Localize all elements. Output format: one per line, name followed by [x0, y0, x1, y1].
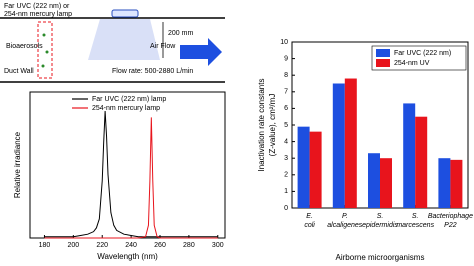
bar: [309, 131, 322, 208]
air-flow-label: Air Flow: [150, 43, 176, 50]
x-tick-label: Bacteriophage: [428, 213, 473, 220]
y-tick-label: 10: [280, 39, 288, 46]
x-tick-label: 180: [39, 242, 51, 249]
spectrum-line: [44, 111, 218, 238]
x-tick-label: 220: [96, 242, 108, 249]
bar: [380, 158, 392, 208]
y-tick-label: 4: [284, 138, 288, 145]
legend-swatch: [376, 59, 390, 67]
duct-diagram: Far UVC (222 nm) or 254-nm mercury lamp …: [0, 3, 225, 83]
y-tick-label: 3: [284, 155, 288, 162]
bar: [438, 158, 451, 208]
y-tick-label: 6: [284, 105, 288, 112]
x-tick-label: 260: [154, 242, 166, 249]
x-tick-label: coli: [304, 222, 315, 229]
height-label: 200 mm: [168, 30, 193, 37]
particle: [41, 64, 45, 68]
plot-frame: [29, 91, 226, 239]
y-tick-label: 9: [284, 55, 288, 62]
light-cone: [88, 19, 160, 60]
bar: [368, 153, 380, 208]
x-tick-label: 280: [183, 242, 195, 249]
x-tick-label: S.: [377, 213, 384, 220]
legend-label: 254-nm UV: [394, 60, 430, 67]
bioaerosol-zone: [37, 21, 53, 79]
y-tick-label: 8: [284, 72, 288, 79]
y-axis-label: Inactivation rate constants: [257, 79, 266, 172]
bar: [450, 159, 463, 208]
y-tick-label: 1: [284, 188, 288, 195]
bioaerosols-label: Bioaerosols: [6, 43, 43, 50]
lamp-label: Far UVC (222 nm) or: [4, 3, 70, 10]
y-tick-label: 0: [284, 205, 288, 212]
bar: [415, 116, 428, 208]
particle: [42, 33, 46, 37]
x-tick-label: epidermidis: [362, 222, 398, 229]
y-tick-label: 2: [284, 172, 288, 179]
bar: [344, 78, 357, 209]
lamp: [111, 9, 139, 18]
x-tick-label: 200: [67, 242, 79, 249]
flow-arrow: [180, 38, 222, 66]
flow-rate-label: Flow rate: 500-2880 L/min: [112, 68, 193, 75]
x-tick-label: alcaligenes: [327, 222, 363, 229]
y-tick-label: 7: [284, 89, 288, 96]
legend-label: Far UVC (222 nm): [394, 50, 451, 57]
particle: [45, 50, 49, 54]
lamp-label: 254-nm mercury lamp: [4, 11, 72, 18]
legend-swatch: [376, 49, 390, 57]
duct-wall-label: Duct Wall: [4, 68, 34, 75]
y-tick-label: 5: [284, 122, 288, 129]
x-tick-label: P.: [342, 213, 348, 220]
bar: [332, 83, 345, 208]
x-axis-label: Wavelength (nm): [97, 252, 158, 261]
y-axis-label: (Z-value), cm²/mJ: [268, 94, 277, 157]
x-tick-label: P22: [444, 222, 457, 229]
x-axis-label: Airborne microorganisms: [336, 253, 425, 262]
x-tick-label: S.: [412, 213, 419, 220]
bar: [297, 126, 310, 208]
x-tick-label: marcescens: [396, 222, 434, 229]
y-axis-label: Relative irradiance: [13, 131, 22, 198]
x-tick-label: E.: [306, 213, 313, 220]
spectrum-line: [44, 117, 218, 239]
legend-label: 254-nm mercury lamp: [92, 105, 160, 112]
x-tick-label: 300: [212, 242, 224, 249]
legend-label: Far UVC (222 nm) lamp: [92, 96, 166, 103]
bar: [403, 103, 416, 208]
x-tick-label: 240: [125, 242, 137, 249]
